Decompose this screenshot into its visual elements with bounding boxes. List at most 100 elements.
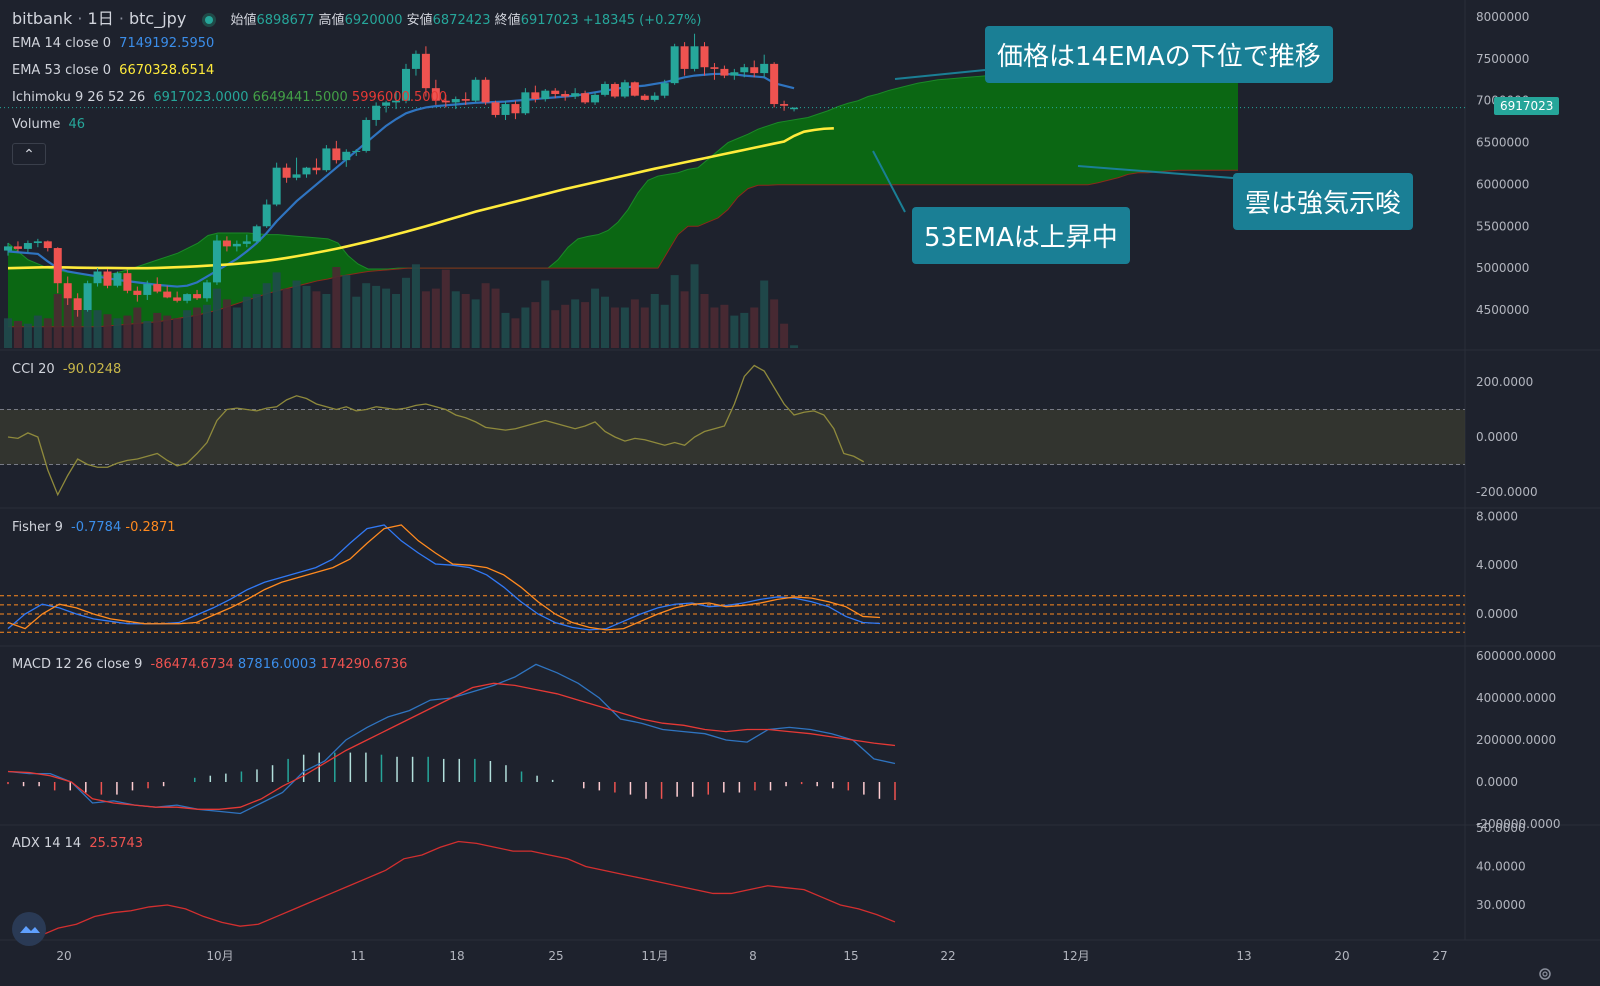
macd-legend[interactable]: MACD 12 26 close 9 -86474.6734 87816.000… bbox=[12, 657, 407, 672]
cci-legend[interactable]: CCI 20 -90.0248 bbox=[12, 362, 121, 377]
annotation-ema14[interactable]: 価格は14EMAの下位で推移 bbox=[985, 26, 1333, 83]
candle-body bbox=[780, 104, 789, 106]
candle-body bbox=[421, 53, 430, 89]
volume-bar bbox=[342, 275, 351, 348]
time-tick-label: 18 bbox=[449, 949, 464, 963]
ema14-line bbox=[7, 72, 795, 288]
volume-bar bbox=[392, 294, 401, 348]
symbol-header[interactable]: bitbank · 1日 · btc_jpy 始値6898677 高値69200… bbox=[12, 9, 702, 28]
annotation-ema53[interactable]: 53EMAは上昇中 bbox=[912, 207, 1130, 264]
macd-tick-label: 0.0000 bbox=[1476, 775, 1518, 789]
ichimoku-cloud-segment bbox=[798, 117, 808, 185]
volume-bar bbox=[601, 296, 609, 348]
volume-bar bbox=[113, 318, 122, 348]
adx-tick-label: 30.0000 bbox=[1476, 898, 1526, 912]
volume-bar bbox=[650, 294, 659, 348]
legend-ema14[interactable]: EMA 14 close 0 7149192.5950 bbox=[12, 36, 214, 51]
ichimoku-cloud-segment bbox=[968, 76, 978, 185]
cci-tick-label: 0.0000 bbox=[1476, 430, 1518, 444]
ichimoku-cloud-segment bbox=[228, 232, 238, 307]
time-tick-label: 27 bbox=[1432, 949, 1447, 963]
ema53-line bbox=[7, 127, 834, 270]
volume-bar bbox=[4, 318, 12, 348]
candle-body bbox=[640, 95, 649, 100]
macd-signal-line bbox=[7, 682, 896, 810]
volume-bar bbox=[571, 299, 580, 348]
exchange-name: bitbank bbox=[12, 9, 73, 28]
volume-bar bbox=[332, 267, 341, 348]
candle-body bbox=[770, 63, 779, 105]
ichimoku-cloud-segment bbox=[868, 94, 878, 185]
ichimoku-cloud-segment bbox=[838, 103, 848, 185]
volume-bar bbox=[53, 294, 62, 348]
ichimoku-cloud-segment bbox=[698, 159, 708, 227]
close-label: 終値 bbox=[494, 13, 521, 28]
volume-value: 46 bbox=[68, 117, 86, 132]
candle-body bbox=[322, 148, 331, 171]
cci-label: CCI 20 bbox=[12, 362, 55, 377]
time-tick-label: 20 bbox=[56, 949, 71, 963]
annotation-cloud[interactable]: 雲は強気示唆 bbox=[1233, 173, 1414, 230]
ichimoku-cloud-segment bbox=[778, 120, 788, 185]
legend-ema53[interactable]: EMA 53 close 0 6670328.6514 bbox=[12, 63, 214, 78]
ichimoku-cloud-segment bbox=[998, 75, 1008, 185]
candle-body bbox=[133, 290, 142, 295]
cci-tick-label: 200.0000 bbox=[1476, 375, 1533, 389]
candle-body bbox=[411, 53, 420, 69]
legend-collapse-button[interactable]: ⌃ bbox=[12, 143, 46, 165]
fisher-legend[interactable]: Fisher 9 -0.7784 -0.2871 bbox=[12, 520, 176, 535]
tradingview-logo-icon[interactable] bbox=[12, 912, 46, 946]
volume-bar bbox=[431, 288, 440, 348]
ichimoku-cloud-segment bbox=[828, 106, 838, 185]
ichimoku-cloud-segment bbox=[758, 125, 768, 186]
candle-body bbox=[83, 283, 92, 310]
volume-bar bbox=[153, 312, 162, 348]
candle-body bbox=[312, 167, 321, 171]
fisher-value-1: -0.7784 bbox=[71, 520, 122, 535]
ichimoku-cloud-segment bbox=[188, 243, 198, 317]
candle-body bbox=[451, 99, 460, 103]
volume-bar bbox=[471, 299, 480, 348]
annotation-leader-cloud bbox=[1077, 165, 1234, 179]
candle-body bbox=[471, 79, 480, 101]
volume-bar bbox=[640, 307, 649, 348]
ichimoku-cloud-segment bbox=[1058, 50, 1068, 185]
adx-legend[interactable]: ADX 14 14 25.5743 bbox=[12, 836, 143, 851]
price-tick-label: 6500000 bbox=[1476, 136, 1529, 150]
legend-ichimoku[interactable]: Ichimoku 9 26 52 26 6917023.0000 6649441… bbox=[12, 90, 447, 105]
adx-tick-label: 50.0000 bbox=[1476, 821, 1526, 835]
candle-body bbox=[610, 83, 619, 97]
volume-bar bbox=[591, 288, 600, 348]
candle-body bbox=[163, 291, 172, 298]
time-tick-label: 12月 bbox=[1062, 949, 1089, 963]
candle-body bbox=[93, 271, 102, 284]
time-tick-label: 15 bbox=[843, 949, 858, 963]
ichimoku-cloud-segment bbox=[158, 256, 168, 322]
ichimoku-cloud-segment bbox=[238, 232, 248, 304]
candle-body bbox=[760, 63, 769, 74]
chevron-up-icon: ⌃ bbox=[23, 147, 35, 163]
volume-bar bbox=[212, 288, 221, 348]
ichimoku-cloud-segment bbox=[928, 79, 938, 185]
ichimoku-cloud-segment bbox=[618, 209, 628, 269]
volume-bar bbox=[511, 318, 520, 348]
volume-bar bbox=[63, 285, 72, 348]
candle-body bbox=[431, 88, 440, 101]
volume-bar bbox=[143, 321, 152, 348]
ema14-label: EMA 14 close 0 bbox=[12, 36, 112, 51]
volume-bar bbox=[421, 291, 430, 348]
symbol-name: btc_jpy bbox=[129, 9, 187, 28]
cci-line bbox=[7, 364, 865, 497]
ichimoku-cloud-segment bbox=[348, 255, 358, 275]
interval[interactable]: 1日 bbox=[87, 9, 114, 28]
volume-bar bbox=[272, 272, 281, 348]
legend-volume[interactable]: Volume 46 bbox=[12, 117, 85, 132]
settings-gear-icon[interactable] bbox=[1537, 966, 1553, 982]
low-value: 6872423 bbox=[432, 13, 491, 28]
candle-body bbox=[362, 119, 371, 151]
ichimoku-cloud-segment bbox=[358, 263, 368, 274]
volume-bar bbox=[362, 283, 371, 348]
ichimoku-cloud-segment bbox=[958, 77, 968, 185]
cci-value: -90.0248 bbox=[62, 362, 122, 377]
